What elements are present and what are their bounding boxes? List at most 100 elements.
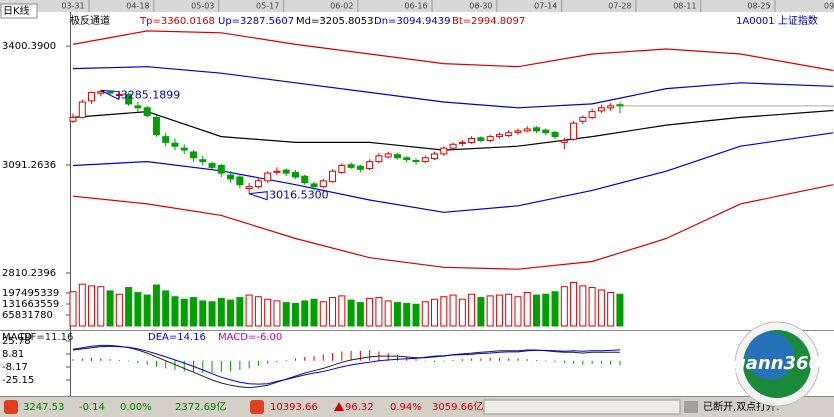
volume-bar	[319, 301, 327, 327]
candle-body	[440, 147, 448, 155]
legend-entry: Dn=3094.9439	[374, 16, 451, 27]
band-line	[72, 66, 834, 109]
volume-bar	[162, 290, 170, 327]
y-tick-label: 131663559	[2, 299, 59, 310]
sh-amount: 2372.69亿	[175, 400, 226, 413]
candle-body	[542, 129, 550, 134]
volume-bar	[245, 294, 253, 327]
period-box	[0, 3, 38, 19]
candle-body	[282, 169, 290, 174]
candle-body	[180, 147, 188, 151]
volume-bar	[97, 286, 105, 327]
candle-body	[125, 93, 133, 105]
sz-change: 96.32	[345, 402, 374, 413]
candle-body	[412, 159, 420, 163]
macd-line	[72, 345, 620, 385]
candle-body	[560, 139, 568, 143]
up-arrow	[334, 402, 344, 411]
symbol: 1A0001 上证指数	[736, 14, 818, 27]
volume-bar	[542, 293, 550, 327]
icon	[4, 400, 18, 414]
sh-price: 3247.53	[23, 402, 64, 413]
volume-bar	[115, 293, 123, 327]
logo-text: gann360	[733, 353, 821, 374]
candle-body	[329, 170, 337, 183]
volume-bar	[393, 302, 401, 327]
candle-body	[449, 143, 457, 149]
connection[interactable]: 已断开,双点打开.	[703, 400, 779, 413]
volume-bar	[291, 302, 299, 327]
volume-bar	[560, 286, 568, 327]
macd-line	[72, 344, 620, 389]
legend-entry: Tp=3360.0168	[139, 16, 215, 27]
volume-bar	[273, 300, 281, 327]
volume-bar	[607, 292, 615, 327]
candle-body	[514, 130, 522, 133]
x-tick-label: 06-16	[404, 2, 427, 11]
candle-body	[199, 159, 207, 163]
volume-bar	[125, 287, 133, 327]
candle-body	[236, 176, 244, 186]
volume-bar	[254, 296, 262, 327]
volume-bar	[338, 295, 346, 327]
volume-bar	[551, 291, 559, 327]
candle-body	[152, 116, 160, 136]
volume-bar	[588, 287, 596, 327]
candle-body	[570, 122, 578, 140]
y-tick-label: -25.15	[2, 375, 34, 386]
candle-body	[143, 107, 151, 116]
y-tick-label: 3400.3900	[2, 41, 56, 52]
candle-body	[375, 155, 383, 163]
volume-bar	[78, 283, 86, 327]
candle-body	[588, 111, 596, 118]
y-tick-label: 8.81	[2, 349, 24, 360]
legend-entry: Up=3287.5607	[218, 16, 294, 27]
volume-bar	[208, 301, 216, 327]
candle-body	[495, 134, 503, 138]
volume-bar	[375, 297, 383, 327]
indicator: 极反通道	[70, 14, 110, 27]
legend-entry: Bt=2994.8097	[452, 16, 525, 27]
candle-body	[551, 131, 559, 138]
x-tick-label: 07-14	[534, 2, 557, 11]
y-tick-label: 2810.2396	[2, 268, 56, 279]
candle-body	[505, 132, 513, 136]
volume-bar	[264, 298, 272, 327]
scroll-box[interactable]	[483, 399, 681, 415]
volume-bar	[310, 298, 318, 327]
volume-bar	[486, 295, 494, 327]
candle-body	[245, 186, 253, 190]
candle-body	[78, 101, 86, 118]
volume-bar	[366, 297, 374, 327]
logo: gann360	[733, 321, 821, 407]
volume-bar	[616, 293, 624, 327]
volume-bar	[579, 285, 587, 327]
candle-body	[319, 180, 327, 188]
volume-bar	[514, 296, 522, 327]
status: 3247.53 -0.14 0.00% 2372.69亿 10393.66 96…	[4, 399, 779, 415]
y-tick-label: -8.17	[2, 362, 28, 373]
volume-bar	[356, 302, 364, 327]
volume-bar	[69, 291, 77, 327]
legend-entry: Md=3205.8053	[296, 16, 373, 27]
candle-body	[458, 141, 466, 144]
candle-body	[134, 105, 142, 109]
volume-bar	[180, 298, 188, 327]
volume-bar	[412, 303, 420, 327]
sz-price: 10393.66	[270, 402, 318, 413]
candle-body	[393, 154, 401, 159]
candle-body	[579, 116, 587, 122]
date-strip	[0, 0, 834, 12]
x-tick-label: 05-17	[256, 2, 279, 11]
volume-bar	[329, 297, 337, 327]
volume-bar	[384, 300, 392, 327]
panel-title: MACD	[2, 332, 32, 343]
annotation-label: 3285.1899	[121, 88, 181, 101]
candle-body	[338, 164, 346, 173]
candle-body	[468, 138, 476, 143]
candle-body	[486, 136, 494, 141]
candle-body	[523, 128, 531, 132]
volume-bar	[403, 302, 411, 327]
icon	[250, 400, 264, 414]
